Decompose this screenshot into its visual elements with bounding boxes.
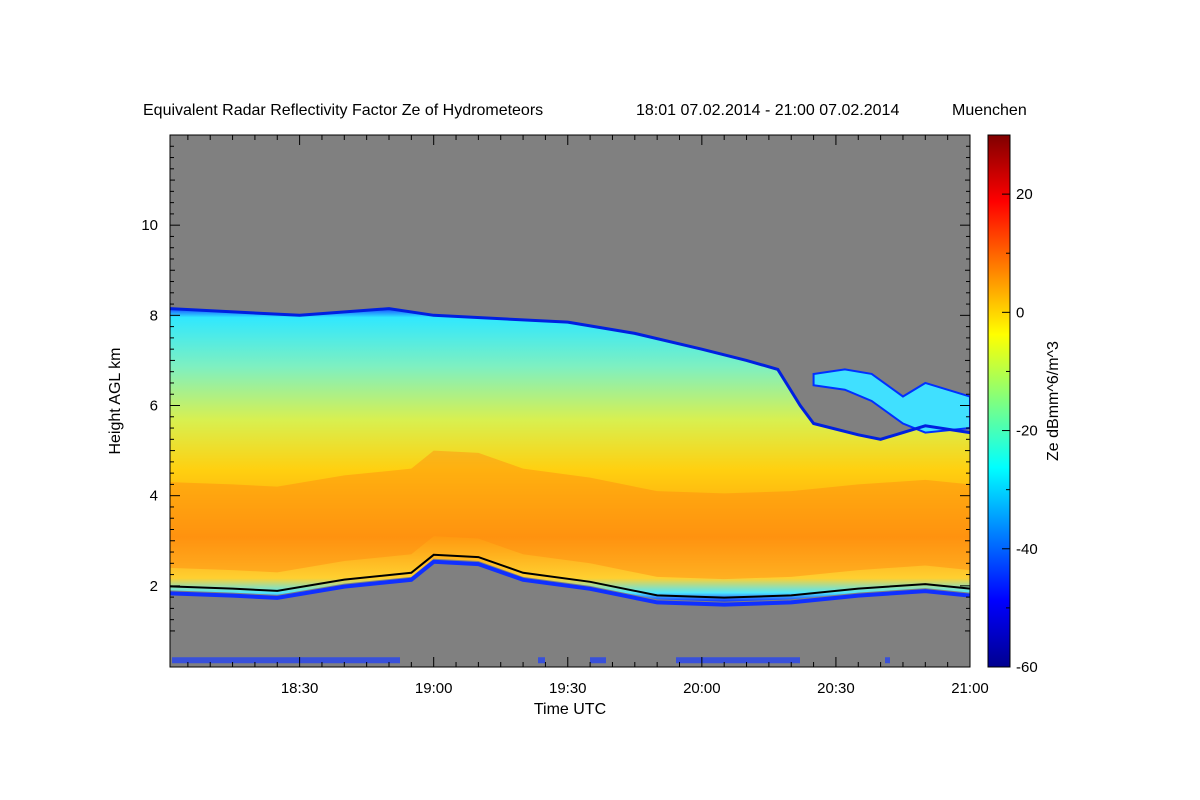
colorbar-ticks: -60 -40 -20 0 20 xyxy=(1002,134,1038,676)
x-axis-label: Time UTC xyxy=(534,701,606,718)
upper-cloud-layer xyxy=(812,368,970,434)
ground-clutter xyxy=(172,657,890,664)
y-tick-label: 8 xyxy=(150,307,158,324)
colorbar-tick-label: -20 xyxy=(1016,423,1038,440)
ground-clutter-segment xyxy=(676,657,800,664)
x-tick-label: 20:30 xyxy=(817,680,855,697)
ground-clutter-segment xyxy=(885,657,890,664)
colorbar: -60 -40 -20 0 20 Ze dBmm^6/m^3 xyxy=(987,134,1062,676)
x-axis: 18:30 19:00 19:30 20:00 20:30 21:00 xyxy=(187,135,989,697)
x-tick-label: 19:30 xyxy=(549,680,587,697)
y-tick-label: 6 xyxy=(150,398,158,415)
y-tick-label: 10 xyxy=(141,217,158,234)
x-tick-label: 19:00 xyxy=(415,680,453,697)
x-tick-label: 21:00 xyxy=(951,680,989,697)
colorbar-tick-label: -40 xyxy=(1016,541,1038,558)
chart-location: Muenchen xyxy=(952,102,1027,119)
cloud-top-edge xyxy=(170,307,970,441)
chart-time-range: 18:01 07.02.2014 - 21:00 07.02.2014 xyxy=(636,102,899,119)
x-tick-label: 18:30 xyxy=(281,680,319,697)
plot-frame xyxy=(169,134,971,668)
colorbar-label: Ze dBmm^6/m^3 xyxy=(1045,341,1062,461)
colorbar-tick-label: 20 xyxy=(1016,186,1033,203)
plot-area xyxy=(169,134,971,668)
y-tick-label: 4 xyxy=(150,488,158,505)
ground-clutter-segment xyxy=(538,657,545,664)
ground-clutter-segment xyxy=(590,657,606,664)
cloud-base-line xyxy=(170,553,970,599)
colorbar-tick-label: 0 xyxy=(1016,304,1024,321)
y-axis: 2 4 6 8 10 xyxy=(141,145,970,632)
y-tick-label: 2 xyxy=(150,578,158,595)
colorbar-tick-label: -60 xyxy=(1016,659,1038,676)
cloud-base-blue-edge xyxy=(170,559,970,607)
x-tick-label: 20:00 xyxy=(683,680,721,697)
colorbar-gradient xyxy=(987,134,1011,668)
y-axis-label: Height AGL km xyxy=(107,347,124,454)
cloud-warm-core xyxy=(170,450,970,580)
cloud-echo-region xyxy=(170,308,970,602)
chart-title: Equivalent Radar Reflectivity Factor Ze … xyxy=(143,102,543,119)
ground-clutter-segment xyxy=(172,657,400,664)
